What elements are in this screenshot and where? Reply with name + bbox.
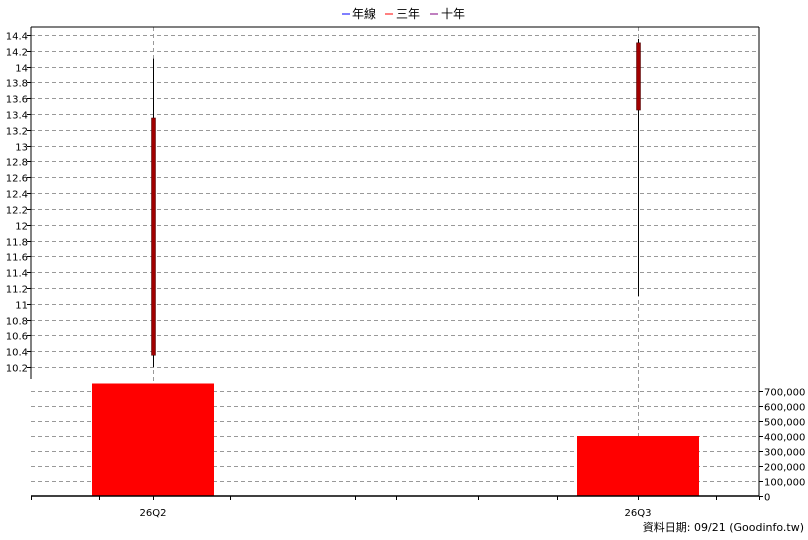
volume-bar bbox=[577, 436, 699, 496]
volume-tick-label: 300,000 bbox=[764, 448, 805, 459]
price-tick-label: 13 bbox=[15, 143, 28, 154]
price-tick-label: 11.6 bbox=[6, 253, 28, 264]
volume-axis: 0 100,000 200,000 300,000 400,000 500,000 600,… bbox=[759, 388, 805, 504]
price-tick-label: 11.2 bbox=[6, 285, 28, 296]
footer-data-date: 資料日期: 09/21 (Goodinfo.tw) bbox=[643, 520, 804, 534]
legend: 年線 三年 十年 bbox=[342, 6, 465, 21]
x-tick-label: 26Q2 bbox=[140, 508, 167, 519]
volume-tick-label: 100,000 bbox=[764, 478, 805, 489]
volume-tick-label: 0 bbox=[764, 493, 770, 504]
x-tick-label: 26Q3 bbox=[625, 508, 652, 519]
volume-tick-label: 700,000 bbox=[764, 388, 805, 399]
price-tick-label: 10.6 bbox=[6, 332, 28, 343]
volume-tick-label: 500,000 bbox=[764, 418, 805, 429]
price-tick-label: 13.8 bbox=[6, 79, 28, 90]
price-tick-label: 13.4 bbox=[6, 111, 28, 122]
price-tick-label: 14 bbox=[15, 64, 28, 75]
legend-label-three-year: 三年 bbox=[396, 7, 420, 21]
price-tick-label: 12 bbox=[15, 222, 28, 233]
price-tick-label: 12.8 bbox=[6, 158, 28, 169]
x-axis: 26Q2 26Q3 bbox=[31, 496, 760, 519]
price-tick-label: 12.2 bbox=[6, 206, 28, 217]
price-tick-label: 11.8 bbox=[6, 238, 28, 249]
price-tick-label: 13.2 bbox=[6, 127, 28, 138]
price-tick-label: 11 bbox=[15, 301, 28, 312]
price-candles bbox=[151, 38, 641, 368]
price-tick-label: 11.4 bbox=[6, 269, 28, 280]
price-tick-label: 10.4 bbox=[6, 348, 28, 359]
candle-body bbox=[636, 42, 641, 111]
volume-bar bbox=[92, 383, 214, 496]
price-tick-label: 12.6 bbox=[6, 174, 28, 185]
volume-bars bbox=[92, 383, 699, 496]
price-tick-label: 14.4 bbox=[6, 32, 28, 43]
volume-tick-label: 200,000 bbox=[764, 463, 805, 474]
price-tick-label: 12.4 bbox=[6, 190, 28, 201]
volume-tick-label: 400,000 bbox=[764, 433, 805, 444]
price-tick-label: 14.2 bbox=[6, 48, 28, 59]
price-tick-label: 10.8 bbox=[6, 317, 28, 328]
volume-tick-label: 600,000 bbox=[764, 403, 805, 414]
price-tick-label: 13.6 bbox=[6, 95, 28, 106]
legend-label-annual: 年線 bbox=[352, 6, 376, 21]
candle-body bbox=[151, 117, 156, 356]
price-axis: 10.2 10.4 10.6 10.8 11 11.2 11.4 11.6 11.8 12 12.2… bbox=[6, 32, 31, 375]
legend-label-ten-year: 十年 bbox=[441, 7, 465, 21]
price-tick-label: 10.2 bbox=[6, 364, 28, 375]
